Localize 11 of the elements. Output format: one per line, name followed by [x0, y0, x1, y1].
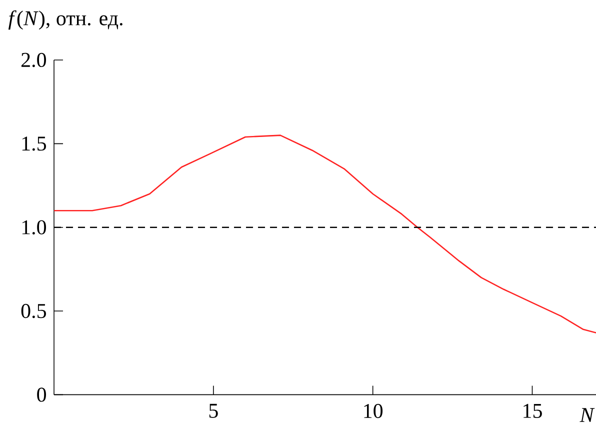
x-axis-title: N: [580, 408, 595, 422]
x-tick-label: 10: [364, 404, 383, 418]
y-axis-title: f(N), отн. ед.: [8, 10, 122, 30]
y-tick-label: 1.0: [22, 220, 46, 234]
y-tick-label: 0.5: [21, 304, 46, 318]
line-series: [53, 134, 596, 334]
x-tick-label: 15: [524, 404, 542, 418]
x-tick-label: 5: [209, 404, 218, 418]
y-tick-label: 1.5: [22, 136, 46, 151]
y-tick-label: 0: [37, 388, 46, 402]
y-tick-label: 2.0: [21, 52, 46, 68]
